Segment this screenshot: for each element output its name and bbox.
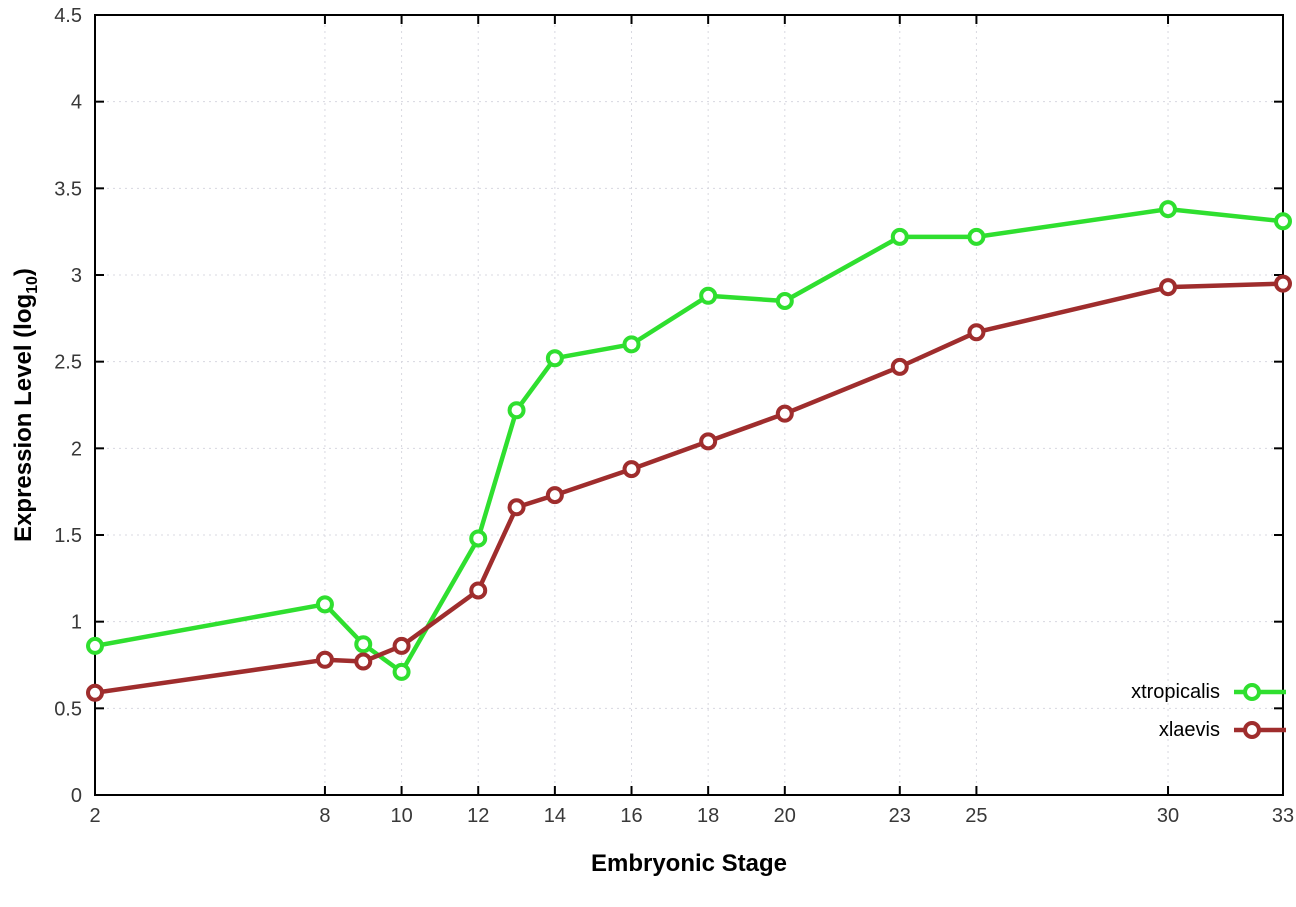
x-tick-label: 14 — [544, 805, 566, 827]
y-tick-label: 2.5 — [54, 352, 82, 374]
data-point-xtropicalis — [86, 636, 104, 655]
y-tick-label: 3.5 — [54, 178, 82, 200]
y-tick-label: 0.5 — [54, 698, 82, 720]
data-point-xtropicalis — [890, 227, 909, 246]
x-tick-label: 10 — [390, 805, 412, 827]
x-tick-label: 2 — [89, 805, 100, 827]
y-tick-label: 1 — [71, 612, 82, 634]
data-point-xtropicalis — [967, 227, 986, 246]
data-point-xtropicalis — [1159, 200, 1178, 219]
legend-sample-xlaevis — [1234, 721, 1286, 739]
data-point-xlaevis — [699, 432, 718, 451]
y-axis-title-subscript: 10 — [23, 276, 41, 294]
x-tick-label: 20 — [774, 805, 796, 827]
x-tick-label: 12 — [467, 805, 489, 827]
data-point-xlaevis — [315, 650, 334, 669]
data-point-xtropicalis — [469, 529, 488, 548]
x-tick-label: 25 — [965, 805, 987, 827]
data-point-xtropicalis — [775, 292, 794, 310]
data-point-xtropicalis — [354, 635, 373, 654]
plot-border — [94, 14, 1284, 796]
y-tick-label: 4 — [71, 92, 82, 114]
data-point-xtropicalis — [545, 349, 564, 368]
legend-label-xtropicalis: xtropicalis — [1131, 680, 1220, 703]
data-point-xlaevis — [1159, 278, 1178, 297]
data-point-xlaevis — [622, 460, 641, 479]
data-point-xlaevis — [392, 636, 411, 655]
y-tick-label: 1.5 — [54, 525, 82, 547]
data-point-xlaevis — [545, 486, 564, 505]
x-axis-title: Embryonic Stage — [590, 850, 788, 877]
data-point-xlaevis — [469, 581, 488, 600]
y-tick-label: 0 — [71, 785, 82, 807]
data-point-xlaevis — [507, 498, 526, 517]
data-point-xtropicalis — [392, 662, 411, 681]
x-tick-label: 30 — [1157, 805, 1179, 827]
data-point-xlaevis — [890, 357, 909, 376]
legend-label-xlaevis: xlaevis — [1158, 718, 1220, 741]
legend-entry-xlaevis: xlaevis — [1159, 712, 1286, 748]
y-tick-label: 4.5 — [54, 5, 82, 27]
x-tick-label: 16 — [620, 805, 642, 827]
series-line-xlaevis — [92, 281, 1286, 695]
y-axis-title-close: ) — [10, 268, 38, 277]
data-point-xtropicalis — [1274, 212, 1292, 231]
data-point-xlaevis — [354, 652, 373, 671]
data-point-xtropicalis — [507, 401, 526, 420]
data-point-xlaevis — [1274, 274, 1292, 293]
data-point-xtropicalis — [699, 286, 718, 305]
data-point-xlaevis — [775, 404, 794, 423]
legend: xtropicalis xlaevis — [1131, 674, 1286, 748]
x-tick-label: 18 — [697, 805, 719, 827]
y-tick-label: 3 — [71, 265, 82, 287]
x-tick-label: 33 — [1272, 805, 1294, 827]
x-tick-label: 8 — [319, 805, 330, 827]
data-point-xtropicalis — [315, 595, 334, 614]
data-point-xlaevis — [86, 683, 104, 702]
legend-marker-xlaevis — [1243, 721, 1261, 739]
data-point-xlaevis — [967, 323, 986, 342]
x-tick-label: 23 — [889, 805, 911, 827]
legend-entry-xtropicalis: xtropicalis — [1131, 674, 1286, 710]
y-axis-title-text: Expression Level (log — [10, 293, 38, 542]
data-point-xtropicalis — [622, 335, 641, 354]
legend-sample-xtropicalis — [1234, 683, 1286, 701]
y-axis-title: Expression Level (log10) — [10, 268, 42, 542]
series-line-xtropicalis — [92, 206, 1286, 675]
legend-marker-xtropicalis — [1243, 683, 1261, 701]
y-tick-label: 2 — [71, 438, 82, 460]
